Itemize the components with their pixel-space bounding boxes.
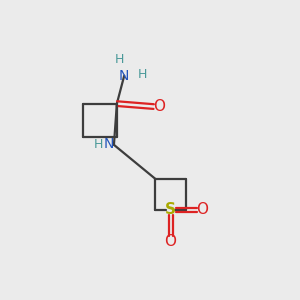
Text: N: N	[119, 69, 129, 83]
Text: H: H	[94, 138, 103, 151]
Text: O: O	[154, 99, 166, 114]
Text: O: O	[196, 202, 208, 217]
Text: H: H	[138, 68, 147, 81]
Text: O: O	[165, 234, 177, 249]
Text: S: S	[165, 202, 176, 217]
Text: N: N	[104, 137, 114, 151]
Text: H: H	[115, 53, 124, 66]
